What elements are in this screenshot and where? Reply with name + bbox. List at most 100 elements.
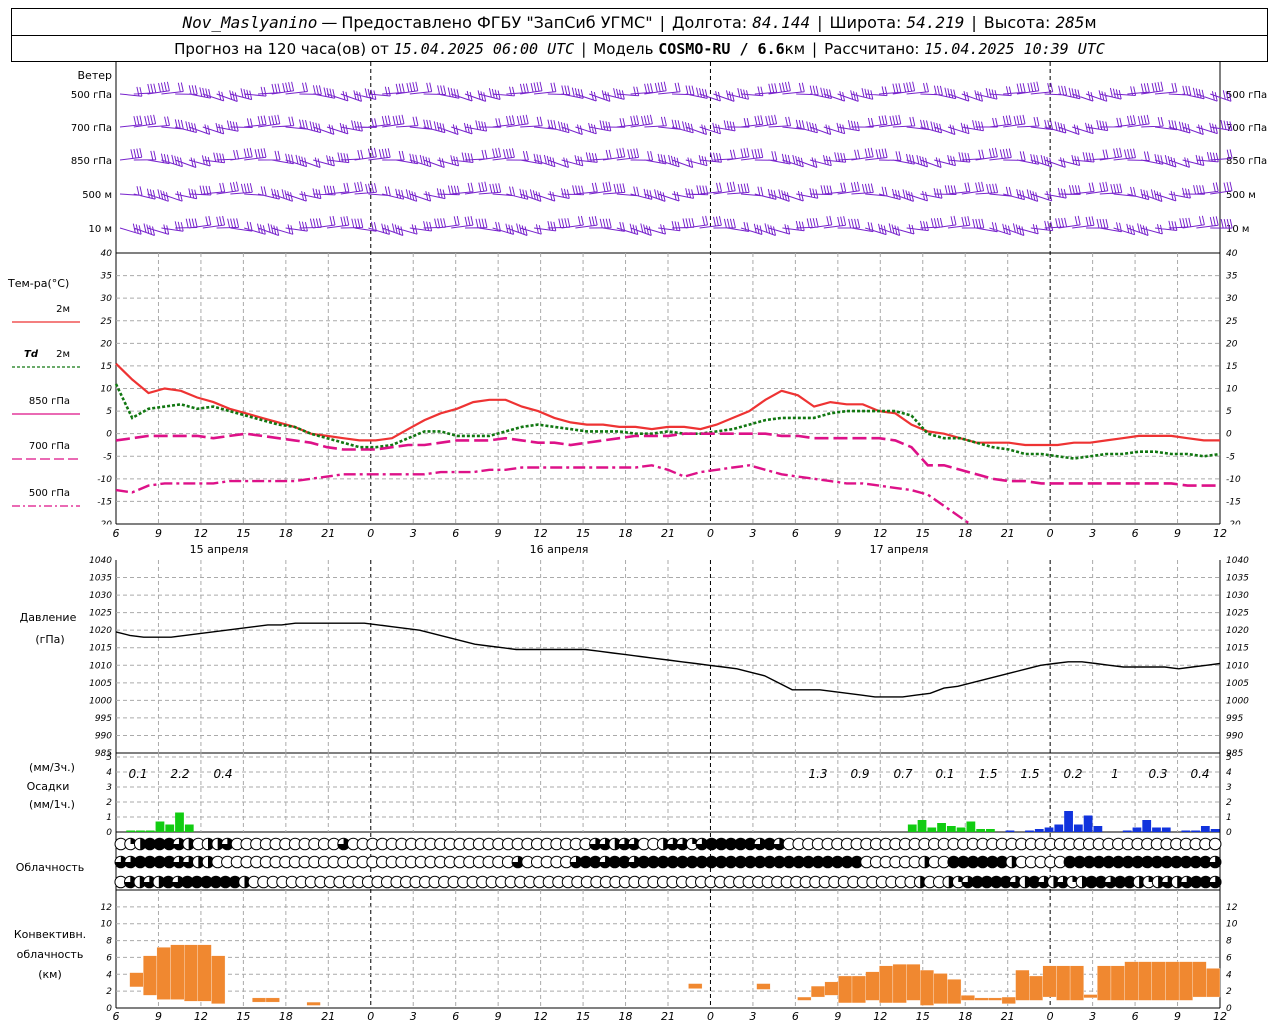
temp-tick-left: -5 xyxy=(103,452,112,462)
precip-tick-right: 2 xyxy=(1226,798,1232,808)
conv-tick-right: 6 xyxy=(1226,953,1232,963)
pressure-tick-left: 1035 xyxy=(89,574,112,584)
header-separator: | xyxy=(812,39,818,58)
precip-tick-left: 3 xyxy=(106,783,112,793)
precip-total-3h: 1 xyxy=(1111,767,1119,781)
precip-bar xyxy=(1093,826,1103,832)
cloud-cover-fill xyxy=(589,838,602,850)
temp-tick-left: -10 xyxy=(97,475,112,485)
calc-label: Рассчитано: xyxy=(824,39,920,58)
cloud-cover-symbol xyxy=(114,855,128,869)
cloud-cover-fill xyxy=(599,838,611,850)
pressure-line xyxy=(115,622,1221,698)
cloud-cover-fill xyxy=(676,838,689,850)
cloud-cover-fill xyxy=(337,838,350,850)
day-label: 17 апреля xyxy=(870,543,929,556)
x-tick-label-conv: 9 xyxy=(155,1010,162,1023)
cloud-cover-symbol xyxy=(124,855,137,869)
conv-bar xyxy=(156,947,171,1000)
precip-total-3h: 1.5 xyxy=(1020,767,1039,781)
pressure-tick-right: 1000 xyxy=(1226,696,1249,706)
header-line-1: Nov_Maslyanino — Предоставлено ФГБУ "Зап… xyxy=(11,8,1268,36)
conv-bar xyxy=(1069,965,1084,1001)
temp-tick-right: 35 xyxy=(1226,272,1238,282)
temp-tick-left: 35 xyxy=(101,272,113,282)
temp-tick-right: 20 xyxy=(1226,339,1238,349)
precip-tick-left: 5 xyxy=(106,753,112,763)
pressure-tick-left: 1030 xyxy=(89,591,112,601)
precip-bar xyxy=(1152,827,1161,832)
x-tick-label-temp: 12 xyxy=(194,527,208,540)
wind-level-label: 500 м xyxy=(82,190,112,201)
precip-bar xyxy=(1044,827,1054,832)
conv-bar xyxy=(129,972,144,988)
model-unit: км xyxy=(784,39,806,58)
precip-bar xyxy=(1083,815,1093,832)
cloud-cover-symbol xyxy=(1056,875,1070,889)
x-tick-label-temp: 0 xyxy=(707,527,714,540)
cloud-cover-fill xyxy=(512,856,524,868)
pressure-tick-left: 1020 xyxy=(89,626,112,636)
precip-bar xyxy=(1191,830,1200,832)
pressure-tick-left: 1025 xyxy=(89,609,112,619)
wind-level-label: 850 гПа xyxy=(71,156,112,167)
cloud-cover-fill xyxy=(173,856,185,868)
altitude-unit: м xyxy=(1084,12,1097,32)
cloud-cover-fill xyxy=(1057,876,1069,888)
precip-bar xyxy=(165,824,175,832)
pressure-tick-right: 1010 xyxy=(1226,661,1249,671)
conv-tick-left: 6 xyxy=(106,953,112,963)
wind-barbs-row xyxy=(119,147,1233,168)
precip-total-3h: 1.5 xyxy=(978,767,997,781)
wind-barbs-row xyxy=(119,114,1233,135)
cloud-cover-fill xyxy=(628,856,640,868)
temp-legend-td-prefix: Td xyxy=(24,349,39,360)
cloud-cover-symbol xyxy=(143,875,156,889)
conv-bar xyxy=(824,981,839,996)
header-line-2: Прогноз на 120 часа(ов) от 15.04.2025 06… xyxy=(11,35,1268,62)
station-name: Nov_Maslyanino xyxy=(182,12,318,32)
precip-bar xyxy=(986,829,995,832)
precip-bar xyxy=(1054,824,1064,832)
cloud-cover-fill xyxy=(221,838,234,850)
x-tick-label-conv: 18 xyxy=(958,1010,972,1023)
conv-unit: (км) xyxy=(38,968,62,981)
precip-bar xyxy=(907,824,917,832)
conv-tick-left: 10 xyxy=(101,920,113,930)
conv-bar xyxy=(197,944,212,1002)
conv-bar xyxy=(1015,969,1030,1001)
x-tick-label-temp: 12 xyxy=(1213,527,1227,540)
precip-total-3h: 2.2 xyxy=(170,767,189,781)
cloud-cover-symbol xyxy=(182,855,195,869)
cloud-cover-fill xyxy=(182,856,195,868)
conv-bar xyxy=(1097,965,1112,1001)
temp-tick-right: 0 xyxy=(1226,430,1232,440)
x-tick-label-temp: 6 xyxy=(452,527,459,540)
cloud-cover-symbol xyxy=(221,837,234,851)
precip-title: Осадки xyxy=(27,780,70,793)
precip-bar xyxy=(946,826,956,832)
x-tick-label-conv: 9 xyxy=(495,1010,502,1023)
pressure-tick-left: 990 xyxy=(95,731,112,741)
x-tick-label-temp: 21 xyxy=(661,527,675,540)
temp-tick-left: 5 xyxy=(106,407,112,417)
wind-level-label-right: 700 гПа xyxy=(1226,123,1267,134)
x-tick-label-conv: 3 xyxy=(410,1010,417,1023)
pressure-tick-right: 1020 xyxy=(1226,626,1249,636)
precip-bar xyxy=(1034,829,1044,832)
precip-tick-right: 4 xyxy=(1226,768,1232,778)
precip-total-3h: 0.4 xyxy=(213,767,232,781)
x-tick-label-conv: 18 xyxy=(279,1010,293,1023)
precip-bar xyxy=(1210,829,1220,832)
x-tick-label-temp: 0 xyxy=(1047,527,1054,540)
x-tick-label-temp: 6 xyxy=(1132,527,1139,540)
temp-legend-label: 850 гПа xyxy=(29,396,70,407)
x-tick-label-conv: 6 xyxy=(113,1010,120,1023)
precip-bar xyxy=(1005,830,1015,832)
pressure-title: Давление xyxy=(20,611,77,624)
temp-tick-left: 30 xyxy=(101,294,113,304)
temp-tick-left: 20 xyxy=(101,339,113,349)
header-separator: | xyxy=(581,39,587,58)
precip-bar xyxy=(1142,820,1152,832)
forecast-label: Прогноз на 120 часа(ов) от xyxy=(174,39,389,58)
